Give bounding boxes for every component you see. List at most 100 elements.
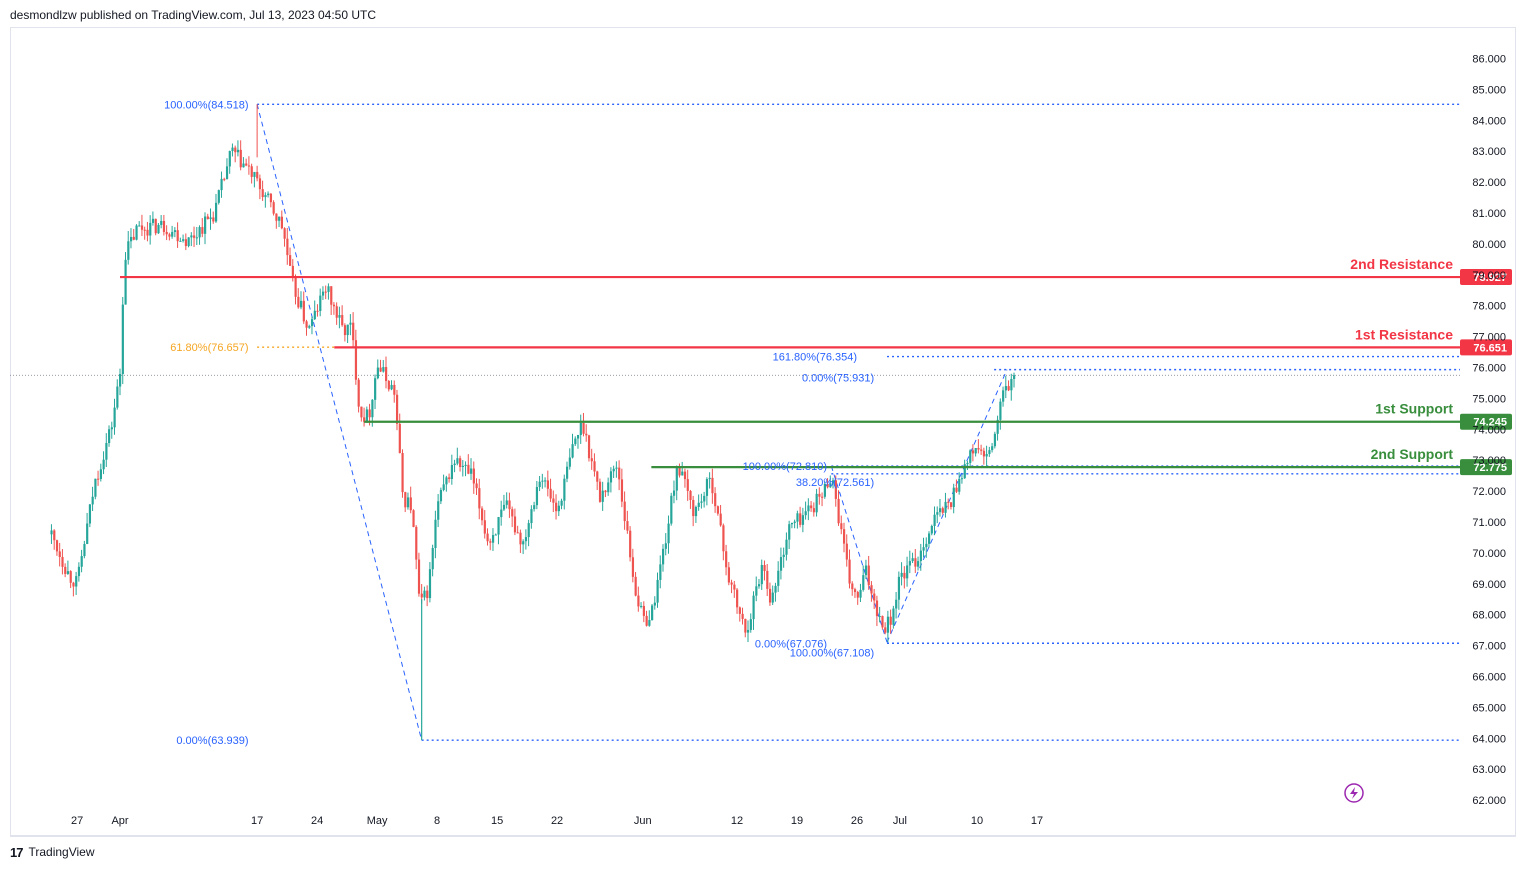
fib-label: 100.00%(84.518): [164, 99, 248, 111]
candle: [406, 492, 410, 510]
candle: [1007, 380, 1010, 392]
candle: [675, 465, 678, 501]
candle-body: [168, 234, 171, 237]
candle-body: [138, 225, 141, 227]
candle: [162, 214, 166, 236]
candle-body: [878, 616, 881, 618]
candle-body: [437, 501, 440, 520]
price-badge-value: 72.775: [1473, 462, 1507, 474]
candle-body: [149, 222, 152, 236]
candle-body: [711, 477, 714, 494]
candle-body: [689, 490, 692, 500]
candle: [412, 509, 415, 528]
candle: [615, 461, 618, 478]
candle: [730, 579, 733, 594]
candle-body: [818, 493, 821, 497]
candle: [703, 491, 706, 508]
candle: [752, 591, 755, 630]
candle-body: [513, 516, 517, 533]
candle-body: [289, 255, 292, 266]
candle-body: [272, 202, 275, 214]
candle: [590, 448, 593, 470]
x-tick-label: 17: [1031, 815, 1043, 827]
y-tick-label: 72.000: [1472, 486, 1506, 498]
candle: [826, 478, 829, 489]
candle-body: [812, 508, 816, 513]
candle-body: [598, 481, 602, 502]
candle: [516, 525, 519, 534]
candle: [489, 538, 492, 551]
candle: [842, 522, 846, 553]
candle-body: [94, 478, 97, 497]
candle-body: [752, 595, 755, 620]
candle-body: [821, 496, 824, 498]
candle: [738, 606, 741, 622]
tradingview-brand[interactable]: 17 TradingView: [10, 844, 95, 860]
candle: [475, 478, 478, 496]
candle: [566, 461, 569, 483]
candle-body: [851, 583, 854, 590]
candle-body: [886, 616, 890, 633]
candle: [810, 501, 813, 512]
candle-body: [683, 471, 687, 480]
candle-body: [431, 548, 434, 570]
candle: [116, 379, 119, 410]
candle: [892, 605, 895, 629]
candle: [204, 212, 207, 245]
candle-body: [316, 310, 319, 312]
candle-body: [692, 499, 695, 517]
candle-body: [236, 149, 240, 153]
candle-body: [823, 483, 826, 497]
y-tick-label: 84.000: [1472, 115, 1506, 127]
candle: [683, 468, 687, 488]
candle: [450, 454, 454, 485]
publish-header: desmondlzw published on TradingView.com,…: [10, 8, 376, 22]
candle-body: [212, 217, 215, 222]
x-tick-label: 12: [731, 815, 743, 827]
candle-body: [727, 567, 731, 583]
candle-body: [129, 236, 133, 242]
candle-body: [560, 500, 563, 506]
candle: [269, 193, 273, 208]
candle-body: [319, 295, 322, 311]
candle-body: [977, 448, 980, 450]
candle-body: [124, 259, 127, 305]
candle: [294, 274, 297, 305]
fib-label: 0.00%(63.939): [176, 735, 248, 747]
candle: [837, 490, 840, 526]
candle: [258, 174, 262, 200]
y-tick-label: 80.000: [1472, 239, 1506, 251]
candle-body: [527, 523, 530, 538]
candle-body: [335, 306, 338, 318]
candle: [763, 560, 766, 581]
y-tick-label: 85.000: [1472, 84, 1506, 96]
candle: [113, 398, 116, 435]
candle: [256, 165, 259, 182]
price-badge-value: 76.651: [1473, 342, 1507, 354]
candle-body: [607, 482, 610, 493]
candle: [755, 576, 758, 602]
candle-body: [305, 321, 308, 328]
candle: [171, 225, 174, 239]
candle: [239, 140, 242, 171]
candle-body: [239, 149, 242, 168]
candle: [135, 224, 138, 241]
candle: [1004, 375, 1007, 399]
candle-body: [585, 433, 588, 436]
candle-body: [985, 454, 988, 457]
candle: [672, 480, 676, 504]
candle: [83, 540, 86, 559]
candle: [61, 548, 64, 575]
candle-body: [280, 216, 284, 229]
candle: [661, 544, 665, 572]
candle-body: [755, 586, 758, 596]
candle-body: [500, 509, 503, 518]
candle: [448, 473, 451, 483]
candle: [812, 502, 816, 517]
candle-body: [105, 443, 108, 460]
candle-body: [938, 508, 942, 513]
lightning-icon[interactable]: [1344, 783, 1364, 803]
candle: [275, 213, 278, 229]
candle: [612, 465, 615, 478]
